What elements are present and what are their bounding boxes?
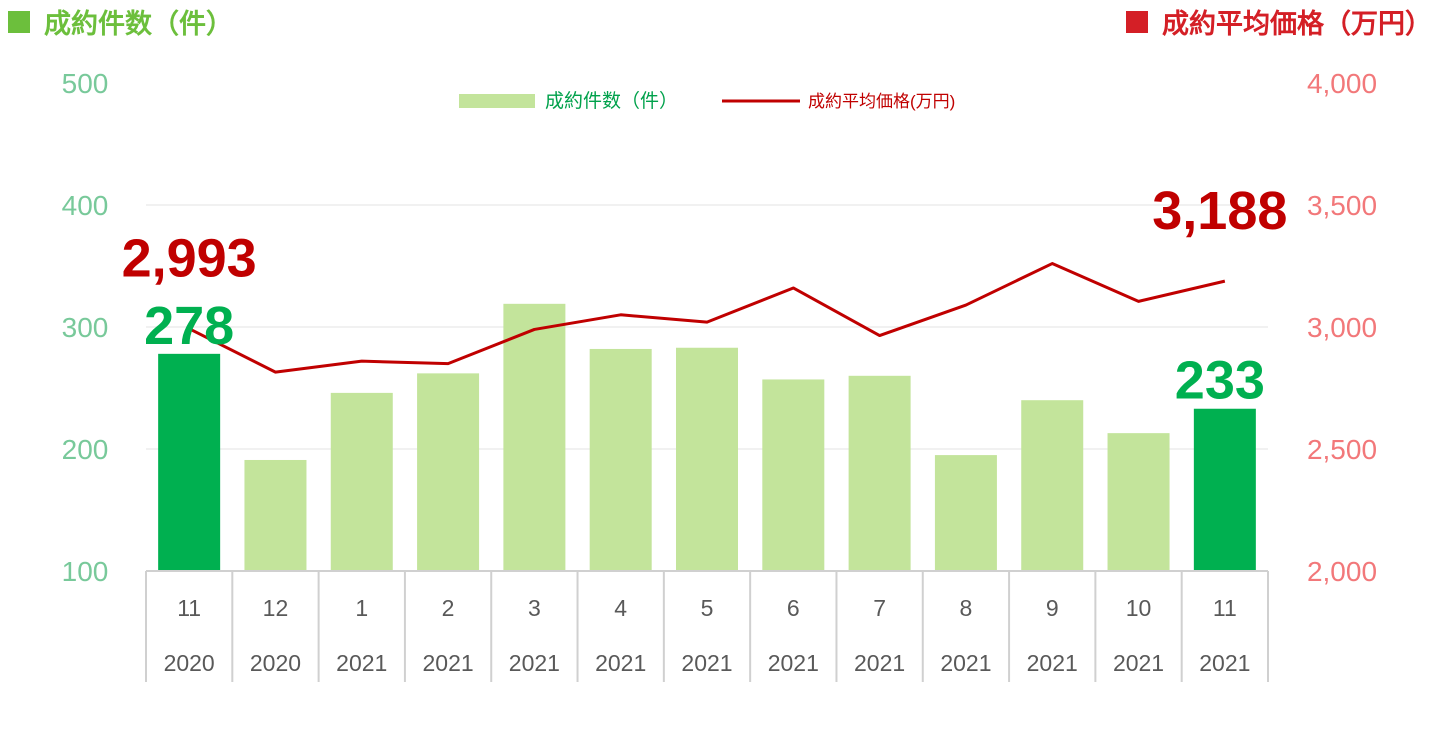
left-axis-tick-label: 200 xyxy=(62,434,109,465)
year-label: 2021 xyxy=(422,650,473,676)
bar xyxy=(417,373,480,571)
month-label: 3 xyxy=(528,595,541,621)
month-label: 1 xyxy=(355,595,368,621)
month-label: 10 xyxy=(1126,595,1152,621)
right-axis-tick-label: 2,000 xyxy=(1307,556,1377,587)
month-label: 2 xyxy=(442,595,455,621)
right-axis-tick-label: 4,000 xyxy=(1307,68,1377,99)
year-label: 2020 xyxy=(164,650,215,676)
left-axis-tick-label: 100 xyxy=(62,556,109,587)
year-label: 2021 xyxy=(681,650,732,676)
year-label: 2021 xyxy=(336,650,387,676)
bar xyxy=(934,455,997,571)
legend-bar-label: 成約件数（件） xyxy=(545,90,678,112)
month-label: 9 xyxy=(1046,595,1059,621)
month-label: 11 xyxy=(177,595,201,621)
bar xyxy=(503,303,566,571)
month-label: 5 xyxy=(701,595,714,621)
month-label: 11 xyxy=(1213,595,1237,621)
bar xyxy=(1021,400,1084,571)
year-label: 2021 xyxy=(509,650,560,676)
left-axis-tick-label: 500 xyxy=(62,68,109,99)
bar xyxy=(330,392,393,571)
bar xyxy=(244,459,307,571)
bar xyxy=(589,348,652,571)
left-axis: 100 200 300 400 500 xyxy=(62,68,109,587)
year-label: 2021 xyxy=(595,650,646,676)
green-square-icon xyxy=(8,10,30,33)
year-label: 2021 xyxy=(768,650,819,676)
bar xyxy=(1107,433,1170,571)
left-axis-tick-label: 300 xyxy=(62,312,109,343)
count-data-label: 278 xyxy=(144,296,234,356)
category-axis: 11 2020 12 2020 1 2021 2 2021 3 2021 4 2021 5 2021 6 20… xyxy=(145,570,1269,682)
price-data-label: 2,993 xyxy=(122,229,257,289)
bar xyxy=(762,379,825,571)
bar xyxy=(1193,408,1256,571)
data-labels: 2,993 278 3,188 233 xyxy=(122,181,1288,411)
month-label: 12 xyxy=(263,595,289,621)
month-label: 6 xyxy=(787,595,800,621)
legend-line-label: 成約平均価格(万円) xyxy=(808,92,955,111)
right-axis-tick-label: 3,500 xyxy=(1307,190,1377,221)
bar xyxy=(158,353,221,571)
left-axis-header: 成約件数（件） xyxy=(8,2,233,41)
left-axis-header-title: 成約件数（件） xyxy=(44,9,233,40)
month-label: 8 xyxy=(960,595,973,621)
red-square-icon xyxy=(1126,10,1148,33)
legend-bar-swatch xyxy=(459,94,535,108)
left-axis-tick-label: 400 xyxy=(62,190,109,221)
count-data-label: 233 xyxy=(1175,351,1265,411)
right-axis-header: 成約平均価格（万円） xyxy=(1126,2,1432,41)
month-label: 4 xyxy=(614,595,627,621)
bar xyxy=(848,375,911,571)
year-label: 2021 xyxy=(1199,650,1250,676)
right-axis-tick-label: 2,500 xyxy=(1307,434,1377,465)
legend: 成約件数（件） 成約平均価格(万円) xyxy=(459,90,955,112)
right-axis: 2,000 2,500 3,000 3,500 4,000 xyxy=(1307,68,1377,587)
year-label: 2021 xyxy=(1027,650,1078,676)
bar xyxy=(676,347,738,571)
bar-series xyxy=(158,303,1256,571)
line-series xyxy=(188,262,1226,374)
year-label: 2021 xyxy=(854,650,905,676)
price-line xyxy=(188,262,1226,374)
year-label: 2020 xyxy=(250,650,301,676)
right-axis-header-title: 成約平均価格（万円） xyxy=(1162,9,1432,40)
price-data-label: 3,188 xyxy=(1152,181,1287,241)
month-label: 7 xyxy=(873,595,886,621)
year-label: 2021 xyxy=(940,650,991,676)
year-label: 2021 xyxy=(1113,650,1164,676)
right-axis-tick-label: 3,000 xyxy=(1307,312,1377,343)
